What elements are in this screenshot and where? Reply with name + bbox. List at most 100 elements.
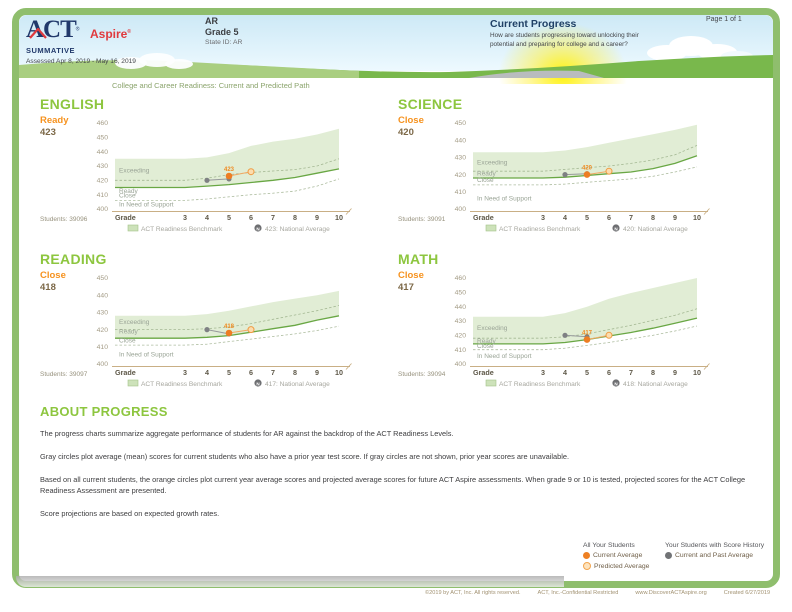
close-boundary-line (115, 178, 340, 201)
projection-line (228, 329, 252, 334)
close-boundary-line (473, 325, 698, 351)
zone-label: In Need of Support (119, 352, 174, 359)
average-score: 418 (40, 282, 56, 293)
grade-tick-label: 6 (607, 368, 611, 377)
benchmark-legend-label: ACT Readiness Benchmark (141, 226, 223, 233)
about-paragraph-4: Score projections are based on expected … (40, 509, 220, 519)
y-tick-label: 420 (455, 172, 467, 179)
grade-tick-label: 10 (693, 368, 701, 377)
y-tick-label: 450 (455, 290, 467, 297)
grade-tick-label: 9 (673, 213, 677, 222)
readiness-level: Ready (40, 115, 69, 126)
created-date: Created 6/27/2019 (723, 590, 771, 596)
benchmark-legend-swatch-icon (485, 379, 497, 387)
grade-tick-label: 4 (563, 368, 567, 377)
predicted-average-point (605, 331, 613, 339)
state-block: AR Grade 5 State ID: AR (205, 16, 242, 46)
y-tick-label: 460 (97, 120, 109, 127)
projection-line (228, 171, 252, 177)
grade-tick-label: 8 (293, 368, 297, 377)
assessed-dates: Assessed Apr 8, 2019 - May 16, 2019 (26, 58, 136, 65)
x-axis-arrow (703, 363, 710, 370)
grade-tick-label: 3 (541, 368, 545, 377)
y-tick-label: 440 (97, 292, 109, 299)
y-tick-label: 440 (97, 149, 109, 156)
predicted-average-point (605, 167, 613, 175)
about-heading: ABOUT PROGRESS (40, 404, 168, 419)
x-axis-title: Grade (115, 213, 136, 222)
chart-subject: ENGLISH (40, 96, 105, 112)
readiness-level: Close (40, 270, 66, 281)
zone-label: Close (119, 192, 136, 199)
current-average-point (225, 329, 233, 337)
zone-label: Ready (119, 188, 139, 195)
grade-tick-label: 7 (629, 213, 633, 222)
current-average-value-label: 417 (582, 331, 593, 337)
grade-tick-label: 5 (227, 368, 231, 377)
y-tick-label: 450 (97, 275, 109, 282)
national-average-badge-letter: N (614, 226, 618, 231)
legend-col2-header: Your Students with Score History (665, 542, 765, 549)
y-tick-label: 420 (455, 333, 467, 340)
benchmark-band (473, 278, 697, 344)
national-average-badge-letter: N (256, 226, 260, 231)
grade-tick-label: 9 (315, 213, 319, 222)
zone-label: Exceeding (477, 160, 508, 167)
current-average-value-label: 418 (224, 324, 235, 330)
state-id: State ID: AR (205, 38, 243, 46)
benchmark-band (115, 128, 339, 188)
legend-current-past-average: Current and Past Average (665, 552, 764, 559)
act-logo: ACT (26, 16, 77, 43)
exceeding-boundary-line (473, 308, 698, 339)
grade-label: Grade 5 (205, 27, 239, 38)
prior-average-point (204, 327, 210, 333)
current-average-point (225, 172, 233, 180)
zone-label: Exceeding (119, 319, 150, 326)
current-average-value-label: 420 (582, 166, 593, 172)
zone-label: Exceeding (477, 325, 508, 332)
copyright: ©2019 by ACT, Inc. All rights reserved. (425, 590, 521, 596)
national-average-badge-icon (612, 224, 620, 232)
legend-score-history: Your Students with Score History Current… (665, 542, 764, 562)
progress-plot-reading: 450440430420410400ExceedingReadyCloseIn … (97, 275, 352, 388)
chart-math: MATH Close 417 Students: 39094 460 450 440… (398, 247, 748, 399)
national-average-badge-letter: N (614, 381, 618, 386)
progress-plot-science: 450440430420410400ExceedingReadyCloseIn … (455, 120, 710, 233)
zone-label: Ready (119, 328, 139, 335)
benchmark-legend-swatch-icon (127, 379, 139, 387)
grade-tick-label: 8 (651, 213, 655, 222)
chart-science: SCIENCE Close 420 Students: 39091 450 440… (398, 92, 748, 244)
y-tick-label: 400 (97, 361, 109, 368)
prior-average-point (204, 177, 210, 183)
grade-tick-label: 7 (629, 368, 633, 377)
legend-label: Current Average (593, 552, 643, 559)
y-tick-label: 440 (455, 304, 467, 311)
national-average-badge-icon (612, 379, 620, 387)
x-axis-title: Grade (115, 368, 136, 377)
close-boundary-line (115, 325, 340, 346)
brand-block: ACT® Aspire® SUMMATIVE Assessed Apr 8, 2… (26, 16, 136, 65)
progress-plot-english: 460450440430420410400ExceedingReadyClose… (97, 120, 352, 233)
section-subtitle: How are students progressing toward unlo… (490, 32, 639, 48)
grade-tick-label: 4 (205, 368, 209, 377)
y-tick-label: 450 (455, 120, 467, 127)
y-tick-label: 410 (97, 192, 109, 199)
students-count: Students: 39091 (398, 216, 446, 223)
benchmark-legend-label: ACT Readiness Benchmark (141, 381, 223, 388)
zone-label: Exceeding (119, 167, 150, 174)
exceeding-boundary-line (115, 305, 340, 330)
students-count: Students: 39096 (40, 216, 88, 223)
y-tick-label: 400 (97, 206, 109, 213)
about-paragraph-2: Gray circles plot average (mean) scores … (40, 452, 570, 462)
about-progress-section: ABOUT PROGRESS The progress charts summa… (40, 404, 752, 520)
grade-tick-label: 6 (607, 213, 611, 222)
grade-tick-label: 9 (315, 368, 319, 377)
readiness-level: Close (398, 115, 424, 126)
y-tick-label: 440 (455, 137, 467, 144)
y-tick-label: 410 (455, 347, 467, 354)
national-average-badge-icon (254, 224, 262, 232)
section-title: Current Progress (490, 18, 577, 30)
benchmark-band (473, 124, 697, 178)
legend-label: Current and Past Average (675, 552, 754, 559)
benchmark-band (115, 290, 339, 339)
